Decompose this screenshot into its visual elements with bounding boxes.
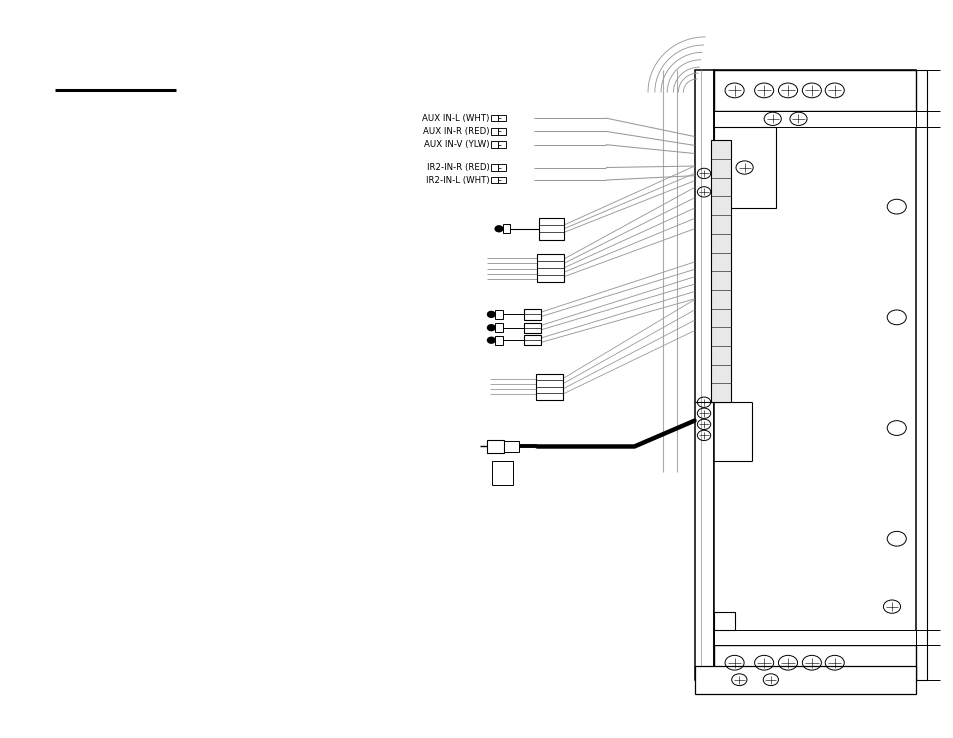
Bar — [497, 128, 505, 135]
Bar — [536, 374, 562, 400]
Bar — [537, 254, 563, 282]
Bar — [713, 645, 915, 680]
Text: AUX IN-R (RED): AUX IN-R (RED) — [422, 127, 489, 136]
Bar — [491, 142, 497, 148]
Text: AUX IN-L (WHT): AUX IN-L (WHT) — [421, 114, 489, 123]
Text: IR2-IN-R (RED): IR2-IN-R (RED) — [426, 163, 489, 172]
Bar — [713, 630, 915, 645]
Bar — [713, 70, 915, 680]
Bar — [503, 441, 518, 452]
Bar — [491, 176, 497, 184]
Circle shape — [495, 226, 502, 232]
Bar — [694, 666, 915, 694]
Text: AUX IN-V (YLW): AUX IN-V (YLW) — [423, 140, 489, 149]
Bar — [694, 70, 713, 680]
Bar — [713, 111, 915, 127]
Bar — [497, 164, 505, 170]
Bar — [502, 224, 510, 233]
Bar — [491, 164, 497, 170]
Bar — [497, 142, 505, 148]
Bar — [495, 310, 502, 319]
Bar — [523, 309, 540, 320]
Bar — [713, 70, 915, 111]
Bar — [495, 323, 502, 332]
Text: IR2-IN-L (WHT): IR2-IN-L (WHT) — [425, 176, 489, 184]
Bar — [497, 114, 505, 122]
Bar — [710, 140, 730, 402]
Circle shape — [487, 337, 495, 343]
Bar — [497, 176, 505, 184]
Bar — [491, 114, 497, 122]
Circle shape — [487, 311, 495, 317]
Bar — [491, 128, 497, 135]
Bar — [492, 461, 513, 485]
Bar — [486, 440, 503, 453]
Bar — [713, 127, 775, 208]
Bar — [523, 323, 540, 333]
Circle shape — [487, 325, 495, 331]
Bar — [495, 336, 502, 345]
Bar — [713, 612, 734, 630]
Bar — [538, 218, 563, 240]
Bar — [523, 335, 540, 345]
